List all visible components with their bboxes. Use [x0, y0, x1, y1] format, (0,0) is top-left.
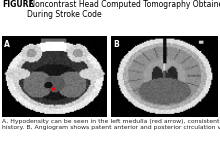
- Text: A: A: [4, 40, 10, 49]
- Text: B: B: [113, 40, 119, 49]
- Text: FIGURE: FIGURE: [2, 0, 34, 9]
- Text: Noncontrast Head Computed Tomography Obtained
During Stroke Code: Noncontrast Head Computed Tomography Obt…: [27, 0, 220, 19]
- Text: A, Hypodensity can be seen in the left medulla (red arrow), consistent with pati: A, Hypodensity can be seen in the left m…: [2, 119, 220, 131]
